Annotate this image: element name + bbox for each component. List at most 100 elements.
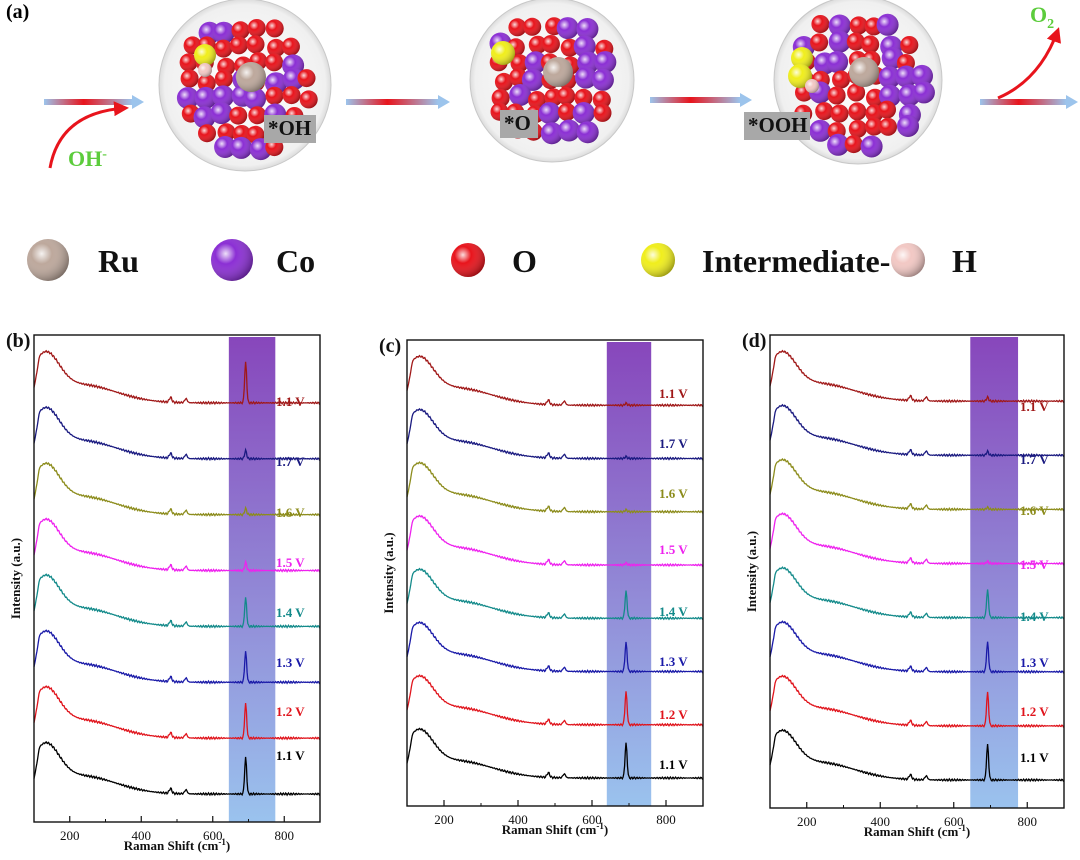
- series-line: [406, 407, 704, 461]
- o-atom: [811, 15, 830, 33]
- series-label: 1.3 V: [659, 654, 688, 669]
- cluster-2: *O: [469, 0, 635, 163]
- series-label: 1.5 V: [659, 542, 688, 557]
- legend-label: H: [952, 243, 977, 279]
- series-line: [406, 674, 704, 728]
- intermediate-o-atom: [791, 47, 813, 69]
- o-atom: [510, 54, 529, 73]
- series-line: [769, 349, 1065, 404]
- co-atom: [558, 119, 580, 142]
- series-line: [406, 354, 704, 408]
- series-label: 1.1 V: [1020, 399, 1049, 414]
- series-label: 1.2 V: [276, 704, 305, 719]
- intermediate-o-atom: [491, 41, 515, 65]
- series-line: [769, 512, 1065, 566]
- o-atom: [557, 102, 576, 121]
- co-atom: [509, 84, 532, 106]
- arrow-1-head: [132, 95, 144, 109]
- series-label: 1.1 V: [659, 386, 688, 401]
- state-label-box: [744, 112, 810, 140]
- co-atom: [827, 133, 850, 156]
- series-line: [33, 405, 321, 462]
- co-atom: [572, 102, 595, 124]
- co-atom: [540, 122, 563, 145]
- co-atom: [912, 81, 935, 104]
- ru-atom: [849, 57, 879, 87]
- o-atom: [246, 35, 265, 54]
- chart-d: 1.1 V 1.2 V 1.3 V 1.4 V 1.5 V 1.6 V 1.7 V 1.1 V…: [742, 330, 1065, 839]
- state-label-text: *OH: [268, 116, 311, 140]
- series-line: [33, 461, 321, 518]
- panel-a-label: (a): [6, 1, 29, 23]
- co-atom: [193, 106, 216, 129]
- series-line: [33, 629, 321, 685]
- o-atom: [810, 33, 829, 52]
- x-tick-label: 200: [434, 812, 454, 827]
- legend-intermediate-o-ball: [641, 243, 675, 277]
- o-atom: [491, 89, 510, 107]
- series-line: [33, 349, 321, 406]
- series-line: [406, 461, 704, 515]
- o-atom: [827, 86, 846, 105]
- o-atom: [832, 70, 850, 89]
- series-line: [33, 685, 321, 741]
- o-atom: [557, 86, 576, 105]
- arrow-1: [44, 99, 132, 105]
- y-axis-label: Intensity (a.u.): [8, 538, 23, 619]
- series-label: 1.1 V: [1020, 750, 1049, 765]
- panel-label: (d): [742, 330, 766, 352]
- panel-label: (b): [6, 330, 30, 352]
- o-atom: [267, 38, 286, 57]
- co-atom: [574, 66, 597, 89]
- arrow-2: [346, 99, 438, 105]
- x-tick-label: 800: [656, 812, 676, 827]
- oh-incoming-arrow: [48, 101, 129, 169]
- co-atom: [860, 135, 883, 158]
- legend-label: O: [512, 243, 537, 279]
- series-line: [769, 458, 1065, 512]
- legend-o-ball: [451, 243, 485, 277]
- co-atom: [594, 51, 617, 74]
- co-atom: [826, 51, 849, 73]
- series-label: 1.1 V: [276, 748, 305, 763]
- series-line: [769, 728, 1065, 783]
- series-label: 1.6 V: [659, 486, 688, 501]
- series-line: [406, 567, 704, 621]
- co-atom: [828, 14, 851, 37]
- o-atom: [248, 106, 267, 125]
- co-atom: [230, 136, 253, 159]
- o-atom: [231, 21, 250, 40]
- cluster-3: *OOH: [744, 0, 943, 165]
- o-atom: [861, 35, 880, 54]
- legend-h-ball: [891, 243, 925, 277]
- series-label: 1.7 V: [1020, 452, 1049, 467]
- series-label: 1.2 V: [659, 707, 688, 722]
- arrow-3: [650, 97, 740, 103]
- o-atom: [560, 38, 579, 57]
- series-label: 1.3 V: [1020, 655, 1049, 670]
- co-atom: [176, 87, 199, 109]
- cluster-1: *OH: [158, 0, 332, 172]
- series-label: 1.6 V: [1020, 503, 1049, 518]
- o-atom: [299, 90, 318, 109]
- chart-c: 1.1 V 1.2 V 1.3 V 1.4 V 1.5 V 1.6 V 1.7 V 1.1 V…: [379, 335, 704, 837]
- intermediate-o-atom: [788, 64, 812, 88]
- co-atom: [897, 115, 919, 137]
- o-atom: [878, 100, 896, 119]
- o-atom: [844, 135, 863, 154]
- o-atom: [592, 90, 611, 109]
- o-atom: [265, 53, 284, 72]
- o-atom: [830, 104, 849, 123]
- x-tick-label: 400: [508, 812, 528, 827]
- arrow-4-head: [1066, 95, 1078, 109]
- state-label-box: [500, 110, 538, 138]
- o-atom: [229, 36, 248, 55]
- highlight-band: [970, 337, 1019, 808]
- o-atom: [229, 106, 248, 125]
- x-axis-label: Raman Shift (cm-1): [502, 821, 608, 837]
- state-label-1: *OH: [264, 115, 316, 143]
- o-atom: [281, 37, 300, 56]
- o-atom: [265, 19, 284, 38]
- ru-atom: [236, 62, 266, 92]
